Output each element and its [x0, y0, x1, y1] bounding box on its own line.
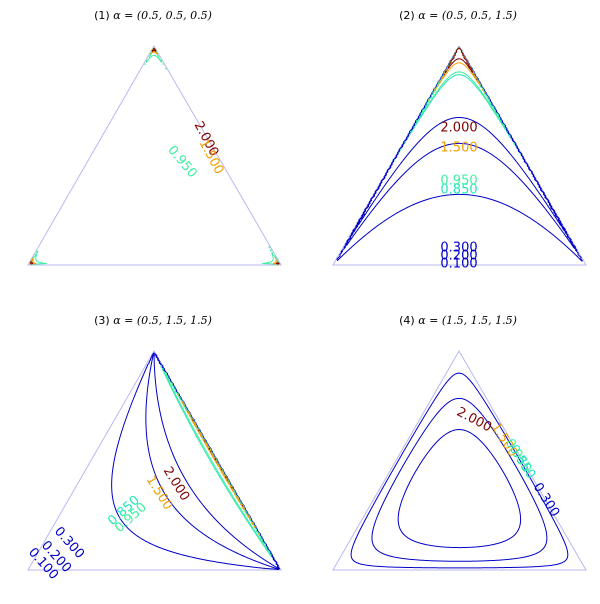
contour-label-1-500: 1.500 [440, 141, 477, 156]
contour-label-0-200: 0.200 [440, 249, 477, 264]
panel-4-title-math: α = (1.5, 1.5, 1.5) [418, 314, 517, 327]
panel-3-title-math: α = (0.5, 1.5, 1.5) [113, 314, 212, 327]
contour-label-0-850: 0.850 [506, 442, 538, 482]
contour-line-1-500 [171, 383, 260, 536]
contour-line-0-300 [397, 429, 522, 549]
contour-label-0-850: 0.850 [440, 183, 477, 198]
contour-label-2-000: 2.000 [440, 121, 477, 136]
panel-1-title-math: α = (0.5, 0.5, 0.5) [113, 9, 212, 22]
contour-line-2-000 [30, 48, 280, 265]
contour-label-0-100: 0.100 [440, 257, 477, 272]
contour-line-2-000 [192, 419, 244, 507]
panel-2: (2) α = (0.5, 0.5, 1.5) 2.0001.5000.9500… [332, 9, 587, 272]
panel-1-title-prefix: (1) [94, 9, 110, 22]
contour-label-0-300: 0.300 [530, 480, 562, 520]
contour-line-0-100 [350, 372, 569, 569]
panel-3-title-prefix: (3) [94, 314, 110, 327]
panel-3-title: (3) α = (0.5, 1.5, 1.5) [94, 314, 212, 327]
panel-4-title: (4) α = (1.5, 1.5, 1.5) [399, 314, 517, 327]
panel-2-title: (2) α = (0.5, 0.5, 1.5) [399, 9, 517, 22]
contour-line-1-500 [29, 47, 280, 265]
contour-line-0-100 [111, 352, 281, 571]
simplex-triangle [332, 350, 587, 571]
panel-4: (4) α = (1.5, 1.5, 1.5) 2.0001.5000.9500… [332, 314, 587, 571]
panel-2-title-math: α = (0.5, 0.5, 1.5) [418, 9, 517, 22]
contour-line-0-950 [29, 47, 281, 266]
contour-label-0-950: 0.950 [440, 174, 477, 189]
contour-line-2-000 [443, 47, 478, 80]
panel-1-title: (1) α = (0.5, 0.5, 0.5) [94, 9, 212, 22]
contour-label-0-300: 0.300 [440, 241, 477, 256]
contour-label-2-000: 2.000 [454, 405, 494, 436]
contour-label-0-950: 0.950 [164, 143, 199, 181]
panel-2-title-prefix: (2) [399, 9, 415, 22]
panel-4-title-prefix: (4) [399, 314, 415, 327]
panel-3: (3) α = (0.5, 1.5, 1.5) 2.0001.5000.9500… [25, 314, 282, 583]
simplex-triangle [332, 45, 587, 266]
contour-line-0-200 [371, 397, 548, 562]
simplex-triangle [27, 45, 282, 266]
